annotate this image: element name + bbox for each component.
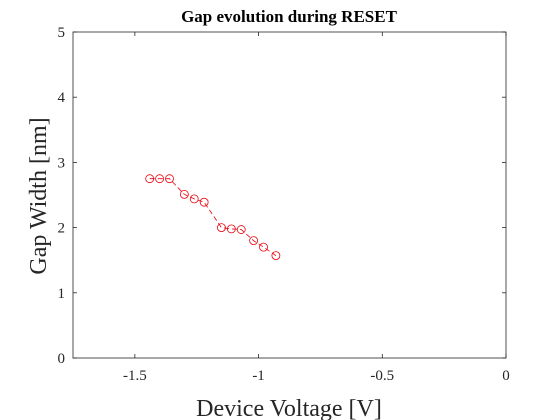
chart-title: Gap evolution during RESET bbox=[181, 7, 398, 26]
series-line bbox=[149, 178, 277, 256]
axis-ticks: -1.5 -1 -0.5 0 0 1 2 3 4 5 bbox=[58, 25, 510, 384]
x-tick-label: 0 bbox=[502, 368, 510, 384]
x-tick-label: -1.5 bbox=[123, 368, 147, 384]
data-point bbox=[226, 224, 236, 234]
y-axis-label: Gap Width [nm] bbox=[26, 117, 52, 274]
y-tick-label: 3 bbox=[58, 155, 66, 171]
y-tick-label: 5 bbox=[58, 25, 66, 41]
data-series bbox=[145, 174, 281, 261]
data-point bbox=[189, 194, 199, 204]
data-point bbox=[236, 225, 246, 234]
x-tick-label: -0.5 bbox=[370, 368, 394, 384]
y-tick-label: 1 bbox=[58, 286, 66, 302]
plot-frame bbox=[72, 31, 507, 359]
data-point bbox=[259, 242, 268, 252]
data-point bbox=[145, 174, 155, 184]
data-point bbox=[217, 223, 226, 233]
data-point bbox=[199, 197, 209, 207]
y-tick-label: 2 bbox=[58, 221, 66, 237]
y-tick-label: 4 bbox=[58, 90, 66, 106]
plot-axes bbox=[72, 31, 507, 359]
data-point bbox=[249, 236, 259, 246]
x-tick-label: -1 bbox=[252, 368, 265, 384]
data-point bbox=[165, 174, 174, 184]
data-point bbox=[155, 174, 165, 184]
x-axis-label: Device Voltage [V] bbox=[196, 396, 382, 420]
y-tick-label: 0 bbox=[58, 351, 66, 367]
data-point bbox=[179, 189, 189, 199]
data-point bbox=[271, 251, 281, 261]
